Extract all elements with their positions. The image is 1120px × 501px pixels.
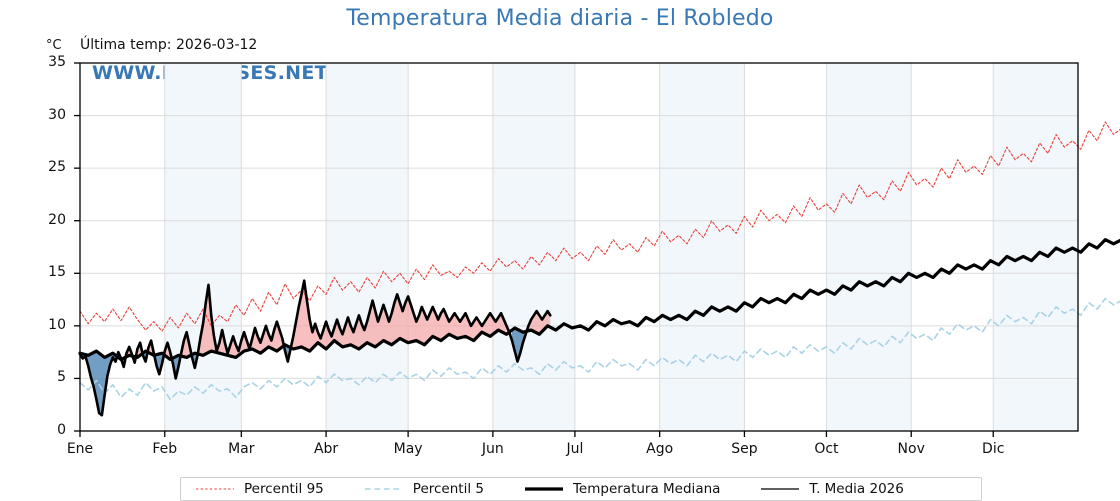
y-tick-label-20: 20 [48, 211, 66, 228]
x-tick-label-dic: Dic [982, 441, 1005, 457]
page-title: Temperatura Media diaria - El Robledo [346, 6, 774, 31]
y-tick-label-10: 10 [48, 316, 66, 333]
legend-item-0[interactable]: Percentil 95 [181, 478, 324, 500]
legend-label: Temperatura Mediana [572, 481, 721, 497]
x-tick-label-nov: Nov [897, 441, 925, 457]
legend-line-icon [524, 487, 563, 491]
legend-label: Percentil 95 [244, 481, 324, 497]
legend-line-icon [761, 488, 800, 490]
y-tick-label-0: 0 [57, 422, 66, 438]
legend-label: Percentil 5 [412, 481, 484, 497]
y-tick-label-30: 30 [48, 106, 66, 123]
x-tick-label-oct: Oct [814, 441, 839, 457]
x-tick-label-ago: Ago [646, 441, 674, 457]
x-tick-label-abr: Abr [313, 441, 339, 457]
legend-item-2[interactable]: Temperatura Mediana [510, 478, 720, 500]
x-tick-label-sep: Sep [731, 441, 758, 457]
x-tick-label-ene: Ene [66, 441, 94, 457]
x-tick-label-jun: Jun [481, 441, 504, 457]
legend-item-3[interactable]: T. Media 2026 [746, 478, 904, 500]
legend-line-icon [196, 488, 234, 490]
legend-item-1[interactable]: Percentil 5 [350, 478, 484, 500]
legend-label: T. Media 2026 [809, 481, 904, 497]
y-tick-label-25: 25 [48, 159, 66, 176]
y-tick-label-5: 5 [57, 369, 66, 386]
x-tick-label-feb: Feb [152, 441, 178, 457]
y-tick-label-35: 35 [48, 54, 66, 70]
legend-line-icon [364, 488, 403, 490]
x-tick-label-jul: Jul [566, 441, 584, 457]
y-tick-label-15: 15 [48, 264, 66, 281]
last-temp-subtitle: Última temp: 2026-03-12 [80, 37, 258, 53]
y-axis-unit-label: °C [46, 38, 62, 53]
x-tick-label-may: May [393, 441, 423, 457]
chart-legend: Percentil 95 Percentil 5 Temperatura Media… [180, 477, 982, 501]
x-tick-label-mar: Mar [228, 441, 255, 457]
